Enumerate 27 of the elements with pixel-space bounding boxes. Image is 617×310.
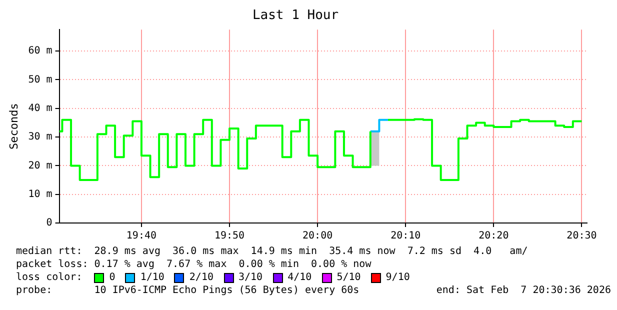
legend-label: 9/10 — [386, 271, 410, 284]
y-tick-label: 40 m — [28, 102, 52, 114]
legend-label: 2/10 — [189, 271, 214, 284]
x-tick-label: 20:00 — [302, 230, 333, 242]
y-tick-label: 60 m — [28, 46, 52, 57]
x-tick-label: 20:20 — [478, 230, 509, 242]
legend-label: 5/10 — [336, 271, 361, 284]
text: probe: 10 IPv6-ICMP Echo Pings (56 Bytes) every 60s — [16, 284, 360, 297]
y-tick-label: 50 m — [28, 74, 52, 86]
legend-label: 1/10 — [140, 271, 164, 284]
text: median rtt: 28.9 ms avg 36.0 ms max 14.9 ms min 35.4 ms now 7.2 ms sd 4.0 am/ — [16, 245, 528, 258]
x-tick-label: 19:40 — [126, 230, 157, 242]
legend-label: 3/10 — [238, 271, 263, 284]
chart-title: Last 1 Hour — [252, 8, 339, 24]
y-tick-label: 0 — [46, 218, 52, 229]
x-tick-label: 20:10 — [390, 230, 421, 242]
x-tick-label: 20:30 — [566, 230, 597, 242]
text: end: Sat Feb 7 20:30:36 2026 — [436, 284, 611, 297]
legend-label: 4/10 — [288, 271, 312, 284]
legend-title: loss color: — [16, 271, 84, 284]
legend-label: 0 — [109, 271, 116, 284]
y-tick-label: 10 m — [28, 188, 52, 200]
y-tick-label: 30 m — [28, 132, 52, 143]
y-tick-label: 20 m — [28, 160, 52, 172]
text: packet loss: 0.17 % avg 7.67 % max 0.00 % min 0.00 % now — [16, 258, 372, 271]
x-tick-label: 19:50 — [214, 230, 245, 242]
y-axis-title: Seconds — [7, 103, 20, 150]
